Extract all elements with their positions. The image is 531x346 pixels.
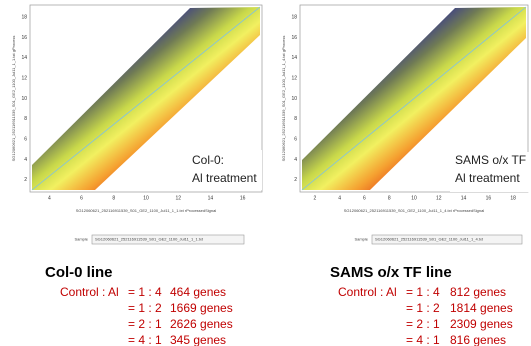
y-tick-label: 6: [294, 136, 297, 142]
y-tick-label: 8: [294, 116, 297, 122]
x-axis-label: SG12060621_252116911539_S01_GE2_1100_Jul…: [76, 208, 217, 213]
row-genes: 464 genes: [170, 285, 226, 299]
row-genes: 345 genes: [170, 333, 226, 346]
y-tick-label: 10: [21, 96, 27, 102]
y-axis-label: SG12060621_252116911539_S01_GE2_1100_Jul…: [11, 36, 16, 162]
row-ratio: = 2 : 1: [128, 317, 162, 331]
x-tick-label: 4: [48, 195, 51, 201]
annotation-box: [450, 152, 531, 192]
diagonal: [31, 6, 261, 191]
x-tick-label: 14: [461, 195, 467, 201]
y-tick-label: 16: [21, 35, 27, 41]
row-ratio: = 2 : 1: [406, 317, 440, 331]
y-axis-label: SG12060621_252116911539_S01_GE2_1100_Jul…: [281, 36, 286, 162]
y-tick-label: 2: [24, 177, 27, 183]
row-ratio: = 1 : 4: [128, 285, 162, 299]
x-tick-label: 12: [436, 195, 442, 201]
sample-dropdown[interactable]: [91, 234, 245, 245]
annotation: Col-0:: [192, 153, 224, 167]
x-tick-label: 10: [411, 195, 417, 201]
sample-dropdown[interactable]: [371, 234, 523, 245]
annotation: SAMS o/x TF: [455, 153, 526, 167]
y-tick-label: 18: [21, 15, 27, 21]
row-genes: 816 genes: [450, 333, 506, 346]
y-tick-label: 18: [291, 15, 297, 21]
y-tick-label: 14: [21, 55, 27, 61]
row-ratio: = 4 : 1: [128, 333, 162, 346]
y-tick-label: 4: [24, 157, 27, 163]
x-tick-label: 8: [388, 195, 391, 201]
scatter-panel: [29, 4, 263, 193]
row-genes: 2309 genes: [450, 317, 513, 331]
x-tick-label: 16: [240, 195, 246, 201]
x-tick-label: 4: [338, 195, 341, 201]
x-tick-label: 2: [313, 195, 316, 201]
x-tick-label: 10: [143, 195, 149, 201]
diagonal: [301, 6, 527, 191]
sample-value: SG12060621_252116911539_S01_GE2_1100_Jul…: [95, 237, 204, 242]
x-tick-label: 6: [363, 195, 366, 201]
x-tick-label: 12: [175, 195, 181, 201]
y-tick-label: 8: [24, 116, 27, 122]
row-prefix: Control : Al: [338, 285, 397, 299]
y-tick-label: 4: [294, 157, 297, 163]
x-axis-label: SG12060621_252116911539_S01_GE2_1100_Jul…: [344, 208, 485, 213]
annotation: Al treatment: [192, 171, 257, 185]
scatter-panel: [299, 4, 531, 193]
y-tick-label: 12: [291, 76, 297, 82]
y-tick-label: 10: [291, 96, 297, 102]
y-tick-label: 16: [291, 35, 297, 41]
row-prefix: Control : Al: [60, 285, 119, 299]
sample-label: Sample: [74, 237, 88, 242]
row-genes: 812 genes: [450, 285, 506, 299]
row-ratio: = 4 : 1: [406, 333, 440, 346]
y-tick-label: 12: [21, 76, 27, 82]
row-ratio: = 1 : 4: [406, 285, 440, 299]
row-ratio: = 1 : 2: [128, 301, 162, 315]
x-tick-label: 6: [80, 195, 83, 201]
x-tick-label: 8: [112, 195, 115, 201]
annotation-box: [186, 150, 262, 190]
summary-title: Col-0 line: [45, 264, 113, 281]
x-tick-label: 18: [510, 195, 516, 201]
x-tick-label: 14: [208, 195, 214, 201]
y-tick-label: 6: [24, 136, 27, 142]
row-ratio: = 1 : 2: [406, 301, 440, 315]
sample-value: SG12060621_252116911539_S01_GE2_1100_Jul…: [375, 237, 484, 242]
y-tick-label: 14: [291, 55, 297, 61]
sample-label: Sample: [354, 237, 368, 242]
row-genes: 1814 genes: [450, 301, 513, 315]
annotation: Al treatment: [455, 171, 520, 185]
x-tick-label: 16: [486, 195, 492, 201]
row-genes: 2626 genes: [170, 317, 233, 331]
row-genes: 1669 genes: [170, 301, 233, 315]
y-tick-label: 2: [294, 177, 297, 183]
summary-title: SAMS o/x TF line: [330, 264, 452, 281]
